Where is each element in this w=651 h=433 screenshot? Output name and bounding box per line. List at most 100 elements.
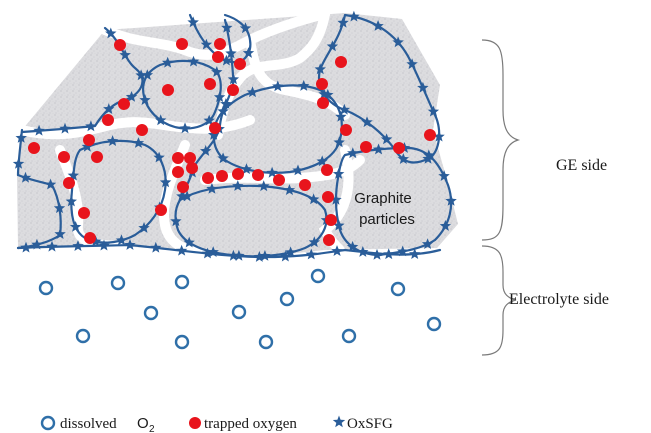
oxsfg-star — [258, 180, 270, 192]
oxsfg-star — [220, 54, 233, 66]
legend-dissolved-text: dissolved — [60, 416, 117, 432]
trapped-oxygen-dot — [162, 84, 174, 96]
oxsfg-star — [65, 195, 77, 207]
dissolved-o2-circle — [279, 291, 295, 307]
oxsfg-star — [72, 240, 84, 251]
trapped-oxygen-dot — [273, 174, 285, 186]
dissolved-o2-circle — [310, 268, 326, 284]
oxsfg-star — [207, 246, 219, 257]
oxsfg-star — [217, 105, 229, 117]
oxsfg-star — [59, 122, 71, 134]
trapped-oxygen-dot — [317, 97, 329, 109]
ge-side-label: GE side — [556, 157, 607, 174]
oxsfg-star — [54, 228, 66, 239]
oxsfg-star — [138, 222, 150, 233]
oxsfg-star — [383, 248, 395, 260]
oxsfg-star — [187, 16, 199, 28]
oxsfg-star — [170, 215, 182, 227]
gap-channel — [159, 140, 205, 257]
oxsfg-star — [141, 69, 154, 80]
oxsfg-star — [67, 169, 79, 181]
oxsfg-star — [242, 47, 255, 58]
trapped-oxygen-dot — [102, 114, 114, 126]
oxsfg-star — [53, 202, 66, 214]
oxsfg-star — [346, 240, 359, 252]
electrolyte-side-label: Electrolyte side — [509, 291, 609, 308]
oxsfg-star — [176, 190, 188, 202]
trapped-oxygen-dot — [202, 172, 214, 184]
oxsfg-star — [337, 16, 349, 28]
oxsfg-star — [239, 22, 252, 34]
oxsfg-star — [246, 86, 259, 98]
trapped-oxygen-dot — [299, 179, 311, 191]
trapped-oxygen-dot — [118, 98, 130, 110]
oxsfg-star — [139, 94, 151, 105]
oxsfg-star — [417, 81, 429, 93]
oxsfg-star — [162, 56, 174, 68]
oxsfg-star — [69, 221, 82, 232]
oxsfg-star — [217, 152, 229, 164]
oxsfg-star — [326, 40, 339, 52]
trapped-oxygen-dot — [234, 58, 246, 70]
oxsfg-star — [46, 240, 58, 252]
trapped-oxygen-dot — [214, 38, 226, 50]
oxsfg-star — [307, 193, 320, 205]
oxsfg-star — [338, 103, 350, 115]
dissolved-o2-circle — [174, 274, 190, 290]
trapped-oxygen-dot — [360, 141, 372, 153]
oxsfg-star — [33, 124, 45, 136]
oxsfg-star — [272, 80, 284, 92]
oxsfg-star — [103, 103, 115, 114]
trapped-oxygen-dot — [58, 151, 70, 163]
trapped-oxygen-dot — [84, 232, 96, 244]
oxsfg-star — [183, 236, 195, 248]
particle-boundary — [70, 139, 167, 244]
oxsfg-star — [135, 69, 147, 81]
oxsfg-star — [439, 220, 452, 231]
oxsfg-star — [200, 38, 213, 50]
legend-oxsfg-icon — [332, 415, 346, 428]
oxsfg-star — [361, 116, 373, 128]
oxsfg-star — [308, 236, 320, 248]
dissolved-o2-circle — [426, 316, 442, 332]
oxsfg-star — [397, 153, 409, 164]
oxsfg-star — [206, 182, 218, 194]
dissolved-o2-circle — [110, 275, 126, 291]
trapped-oxygen-dot — [227, 84, 239, 96]
particle-boundary — [142, 59, 222, 130]
oxsfg-star — [392, 36, 404, 48]
oxsfg-star — [115, 234, 128, 246]
oxsfg-star — [298, 80, 310, 91]
oxsfg-star — [187, 55, 200, 67]
trapped-oxygen-dot — [323, 234, 335, 246]
trapped-oxygen-dot — [424, 129, 436, 141]
oxsfg-star — [220, 98, 232, 109]
trapped-oxygen-dot — [322, 191, 334, 203]
trapped-oxygen-dot — [186, 162, 198, 174]
oxsfg-star — [153, 151, 165, 163]
trapped-oxygen-dot — [177, 181, 189, 193]
oxsfg-star — [232, 180, 244, 191]
oxsfg-star — [259, 250, 271, 261]
oxsfg-star — [159, 176, 172, 188]
legend-dissolved-icon — [40, 415, 56, 431]
trapped-oxygen-dot — [325, 214, 337, 226]
oxsfg-star — [105, 27, 117, 39]
oxsfg-star — [318, 88, 330, 100]
oxsfg-star — [284, 246, 297, 258]
oxsfg-star — [305, 248, 317, 260]
trapped-oxygen-dot — [321, 164, 333, 176]
dissolved-o2-circle — [390, 281, 406, 297]
oxsfg-star — [316, 155, 328, 167]
oxsfg-star — [371, 248, 383, 260]
legend-oxsfg-text: OxSFG — [347, 416, 393, 432]
trapped-oxygen-dot — [184, 152, 196, 164]
oxsfg-star — [81, 140, 93, 152]
oxsfg-star — [181, 190, 193, 202]
oxsfg-star — [423, 149, 435, 161]
trapped-oxygen-dot — [212, 51, 224, 63]
oxsfg-star — [125, 91, 138, 102]
trapped-oxygen-dot — [393, 142, 405, 154]
oxsfg-star — [227, 73, 240, 85]
oxsfg-star — [106, 135, 119, 146]
